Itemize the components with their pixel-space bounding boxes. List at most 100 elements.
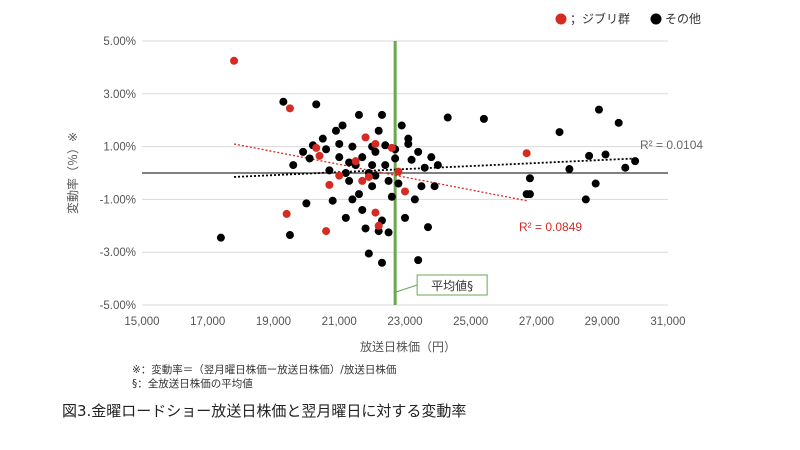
x-tick-label: 25,000 [453, 316, 488, 328]
other-point [581, 195, 590, 204]
x-tick-label: 29,000 [585, 316, 620, 328]
x-axis-ticks: 15,000 17,000 19,000 21,000 23,000 25,000 27,0… [124, 316, 685, 328]
other-point [322, 145, 331, 154]
y-tick-label: 3.00% [103, 89, 136, 101]
other-point [335, 139, 344, 148]
other-point [345, 158, 354, 167]
ghibli-point [351, 157, 360, 166]
other-point [312, 100, 321, 109]
other-point [331, 126, 340, 135]
other-point [318, 134, 327, 143]
other-point [591, 179, 600, 188]
ghibli-point [325, 180, 334, 189]
other-point [410, 195, 419, 204]
other-point [305, 154, 314, 163]
callout-box [416, 274, 488, 296]
other-point [433, 161, 442, 170]
other-point [302, 199, 311, 208]
other-point [585, 151, 594, 160]
other-point [368, 182, 377, 191]
trendline-other [234, 157, 636, 178]
other-point [348, 195, 357, 204]
other-point [364, 249, 373, 258]
other-point [391, 154, 400, 163]
legend-label-other: その他 [665, 12, 701, 26]
other-point [601, 150, 610, 159]
y-tick-label: -1.00% [100, 194, 136, 206]
x-tick-label: 15,000 [124, 316, 159, 328]
other-point [338, 121, 347, 130]
ghibli-point [361, 133, 370, 142]
trendlines [233, 143, 636, 202]
ghibli-point [335, 171, 344, 180]
other-point [368, 161, 377, 170]
x-tick-label: 17,000 [190, 316, 225, 328]
ghibli-point [322, 227, 331, 236]
other-point [479, 114, 488, 123]
trendline-ghibli [233, 143, 527, 202]
other-point [354, 110, 363, 119]
other-point [348, 142, 357, 151]
other-point [328, 196, 337, 205]
x-tick-label: 27,000 [519, 316, 554, 328]
other-point [414, 147, 423, 156]
other-point [614, 118, 623, 127]
mean-callout: 平均値§ [395, 274, 488, 296]
gridlines [142, 40, 668, 306]
r-squared-labels: R² = 0.0849 R² = 0.0104 [519, 138, 703, 234]
other-point [381, 161, 390, 170]
y-axis-label: 変動率（％）※ [65, 132, 80, 214]
mean-callout-label: 平均値§ [431, 278, 473, 293]
other-point [443, 113, 452, 122]
ghibli-point [387, 143, 396, 152]
ghibli-point [371, 139, 380, 148]
other-point [420, 163, 429, 172]
other-point [285, 231, 294, 240]
data-points [216, 56, 640, 267]
other-point [417, 182, 426, 191]
x-tick-label: 23,000 [387, 316, 422, 328]
y-tick-label: 1.00% [103, 142, 136, 154]
x-tick-label: 31,000 [650, 316, 685, 328]
ghibli-point [230, 56, 239, 65]
other-point [384, 176, 393, 185]
other-point [525, 190, 534, 199]
other-point [397, 121, 406, 130]
other-point [424, 223, 433, 232]
legend-label-ghibli: ；ジブリ群 [570, 11, 630, 26]
ghibli-point [401, 187, 409, 196]
r2-label-other: R² = 0.0104 [640, 138, 703, 152]
other-point [354, 190, 363, 199]
other-point [299, 147, 308, 156]
other-point [525, 174, 534, 183]
other-point [387, 192, 396, 201]
ghibli-point [522, 149, 531, 158]
other-point [377, 258, 386, 267]
callout-leader [395, 284, 418, 293]
other-point [401, 213, 409, 222]
legend-marker-other [650, 13, 662, 25]
other-point [594, 105, 603, 114]
footnote-mean: §：全放送日株価の平均値 [132, 378, 253, 390]
figure-caption: 図3.金曜ロードショー放送日株価と翌月曜日に対する変動率 [62, 402, 467, 420]
y-tick-label: 5.00% [103, 36, 136, 48]
other-point [341, 213, 350, 222]
footnote-change-rate: ※：変動率＝（翌月曜日株価ー放送日株価）/放送日株価 [132, 364, 397, 376]
ghibli-point [358, 176, 367, 185]
ghibli-point [285, 104, 294, 113]
other-point [345, 176, 354, 185]
y-tick-label: -3.00% [100, 247, 136, 259]
y-tick-label: -5.00% [100, 300, 136, 312]
y-axis-ticks: 5.00% 3.00% 1.00% -1.00% -3.00% -5.00% [100, 36, 136, 312]
other-point [216, 233, 225, 242]
other-point [404, 139, 413, 148]
other-point [381, 141, 390, 150]
other-point [427, 153, 436, 162]
axis-labels: 放送日株価（円） 変動率（％）※ [65, 132, 456, 354]
other-point [371, 171, 380, 180]
legend-marker-ghibli [555, 13, 567, 25]
other-point [430, 182, 439, 191]
other-point [414, 256, 423, 265]
